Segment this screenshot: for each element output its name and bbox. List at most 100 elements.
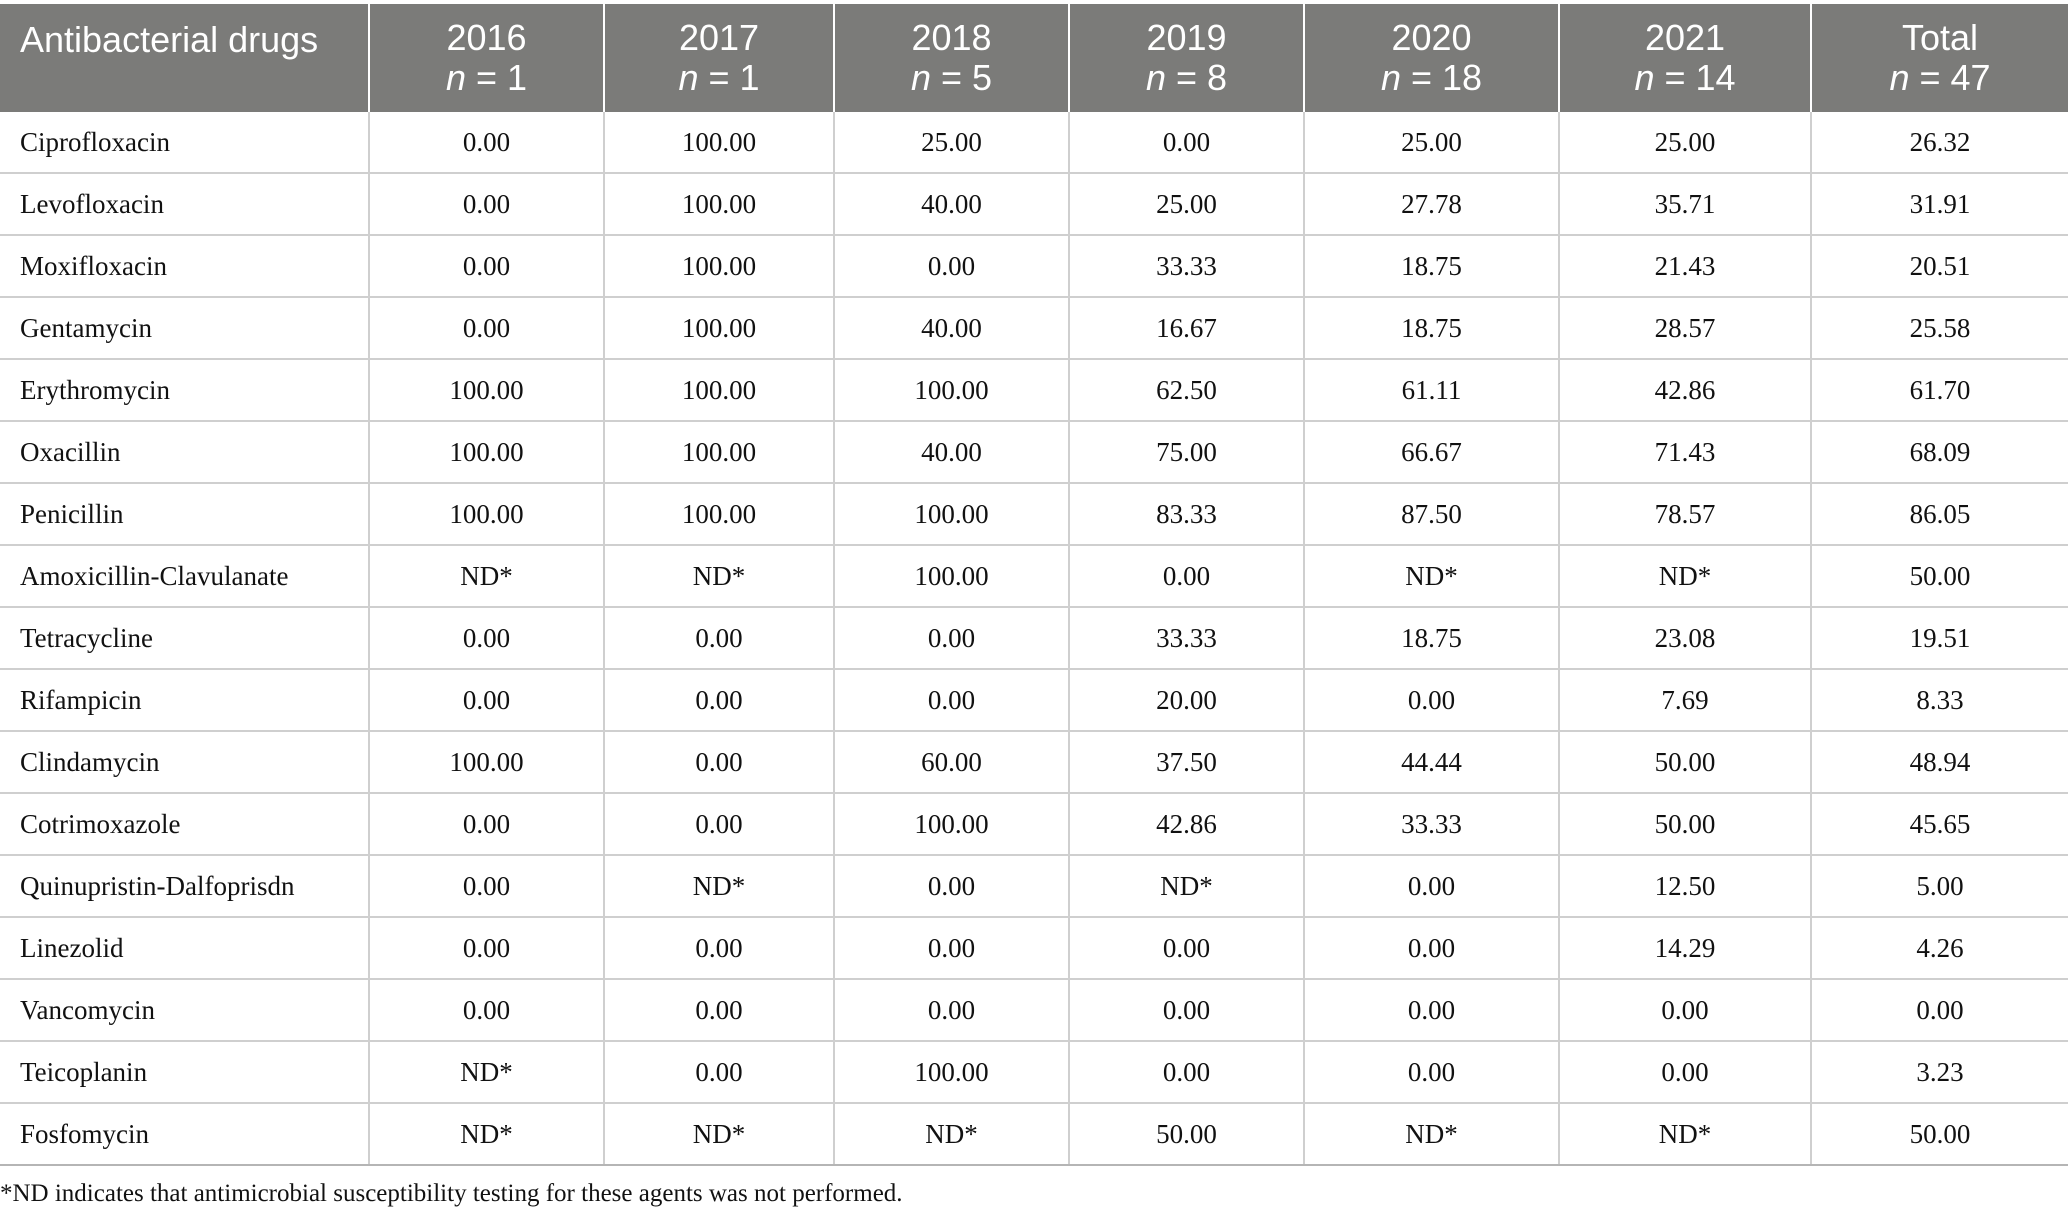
column-header-label: 2019 bbox=[1146, 17, 1227, 58]
resistance-value-cell: 7.69 bbox=[1559, 669, 1812, 732]
column-header-n: n = 18 bbox=[1380, 57, 1483, 98]
resistance-value-cell: 27.78 bbox=[1304, 173, 1560, 236]
table-row: Fosfomycin ND* ND* ND* 50.00 ND* ND* 50.00 bbox=[0, 1103, 2068, 1166]
resistance-value-cell: 50.00 bbox=[1069, 1103, 1305, 1166]
resistance-value-cell: 100.00 bbox=[834, 359, 1070, 422]
drug-name-cell: Ciprofloxacin bbox=[0, 112, 370, 174]
drug-name-cell: Linezolid bbox=[0, 917, 370, 980]
resistance-value-cell: 83.33 bbox=[1069, 483, 1305, 546]
resistance-value-cell: 71.43 bbox=[1559, 421, 1812, 484]
table-row: Linezolid 0.00 0.00 0.00 0.00 0.00 14.29 4.26 bbox=[0, 917, 2068, 980]
resistance-value-cell: 0.00 bbox=[369, 173, 605, 236]
resistance-value-cell: 4.26 bbox=[1811, 917, 2068, 980]
resistance-value-cell: 0.00 bbox=[369, 112, 605, 174]
resistance-value-cell: 45.65 bbox=[1811, 793, 2068, 856]
column-header-label: 2021 bbox=[1644, 17, 1726, 58]
resistance-value-cell: ND* bbox=[369, 1041, 605, 1104]
resistance-value-cell: 20.00 bbox=[1069, 669, 1305, 732]
sample-count: 18 bbox=[1442, 57, 1483, 98]
resistance-value-cell: 100.00 bbox=[834, 545, 1070, 608]
resistance-value-cell: 0.00 bbox=[834, 669, 1070, 732]
column-header-label: 2017 bbox=[678, 17, 760, 58]
column-header-2021: 2021 n = 14 bbox=[1559, 4, 1812, 112]
resistance-value-cell: 3.23 bbox=[1811, 1041, 2068, 1104]
resistance-value-cell: 68.09 bbox=[1811, 421, 2068, 484]
resistance-value-cell: 0.00 bbox=[1811, 979, 2068, 1042]
column-header-drugs: Antibacterial drugs bbox=[0, 4, 370, 112]
table-row: Gentamycin 0.00 100.00 40.00 16.67 18.75 28.57… bbox=[0, 297, 2068, 360]
column-header-n: n = 5 bbox=[910, 57, 993, 98]
drug-name-cell: Levofloxacin bbox=[0, 173, 370, 236]
resistance-value-cell: 0.00 bbox=[369, 979, 605, 1042]
resistance-value-cell: 25.00 bbox=[1559, 112, 1812, 174]
column-header-label: 2018 bbox=[911, 17, 992, 58]
table-row: Rifampicin 0.00 0.00 0.00 20.00 0.00 7.69 8.33 bbox=[0, 669, 2068, 732]
resistance-value-cell: 35.71 bbox=[1559, 173, 1812, 236]
drug-name-cell: Tetracycline bbox=[0, 607, 370, 670]
resistance-value-cell: 0.00 bbox=[604, 917, 835, 980]
resistance-value-cell: 28.57 bbox=[1559, 297, 1812, 360]
resistance-value-cell: 100.00 bbox=[604, 297, 835, 360]
resistance-value-cell: ND* bbox=[604, 1103, 835, 1166]
resistance-value-cell: 8.33 bbox=[1811, 669, 2068, 732]
resistance-value-cell: 100.00 bbox=[604, 173, 835, 236]
column-header-n: n = 8 bbox=[1145, 57, 1228, 98]
table-row: Oxacillin 100.00 100.00 40.00 75.00 66.67 71.4… bbox=[0, 421, 2068, 484]
table-row: Teicoplanin ND* 0.00 100.00 0.00 0.00 0.00 3.23 bbox=[0, 1041, 2068, 1104]
resistance-value-cell: 100.00 bbox=[604, 421, 835, 484]
resistance-value-cell: 31.91 bbox=[1811, 173, 2068, 236]
resistance-value-cell: 0.00 bbox=[369, 855, 605, 918]
resistance-value-cell: 66.67 bbox=[1304, 421, 1560, 484]
resistance-value-cell: 21.43 bbox=[1559, 235, 1812, 298]
resistance-value-cell: 100.00 bbox=[604, 359, 835, 422]
resistance-value-cell: 20.51 bbox=[1811, 235, 2068, 298]
resistance-value-cell: 0.00 bbox=[604, 607, 835, 670]
resistance-value-cell: 0.00 bbox=[1069, 917, 1305, 980]
resistance-value-cell: 0.00 bbox=[369, 607, 605, 670]
resistance-value-cell: 0.00 bbox=[369, 917, 605, 980]
resistance-value-cell: 0.00 bbox=[834, 855, 1070, 918]
table-footnote: *ND indicates that antimicrobial suscept… bbox=[0, 1180, 903, 1207]
susceptibility-table-container: Antibacterial drugs 2016 n = 1 2017 n = … bbox=[0, 4, 2068, 1208]
resistance-value-cell: 0.00 bbox=[834, 917, 1070, 980]
resistance-value-cell: 14.29 bbox=[1559, 917, 1812, 980]
resistance-value-cell: 33.33 bbox=[1304, 793, 1560, 856]
resistance-value-cell: 50.00 bbox=[1811, 545, 2068, 608]
antibacterial-susceptibility-table: Antibacterial drugs 2016 n = 1 2017 n = … bbox=[0, 4, 2068, 1166]
resistance-value-cell: 62.50 bbox=[1069, 359, 1305, 422]
resistance-value-cell: 100.00 bbox=[604, 483, 835, 546]
resistance-value-cell: 87.50 bbox=[1304, 483, 1560, 546]
resistance-value-cell: 61.70 bbox=[1811, 359, 2068, 422]
resistance-value-cell: 37.50 bbox=[1069, 731, 1305, 794]
drug-name-cell: Gentamycin bbox=[0, 297, 370, 360]
resistance-value-cell: 60.00 bbox=[834, 731, 1070, 794]
drug-name-cell: Teicoplanin bbox=[0, 1041, 370, 1104]
resistance-value-cell: 40.00 bbox=[834, 173, 1070, 236]
resistance-value-cell: 78.57 bbox=[1559, 483, 1812, 546]
column-header-2020: 2020 n = 18 bbox=[1304, 4, 1560, 112]
column-header-label: 2020 bbox=[1391, 17, 1472, 58]
resistance-value-cell: ND* bbox=[369, 1103, 605, 1166]
resistance-value-cell: 0.00 bbox=[1069, 979, 1305, 1042]
resistance-value-cell: 0.00 bbox=[604, 731, 835, 794]
resistance-value-cell: 26.32 bbox=[1811, 112, 2068, 174]
resistance-value-cell: 100.00 bbox=[604, 112, 835, 174]
drug-name-cell: Cotrimoxazole bbox=[0, 793, 370, 856]
resistance-value-cell: 0.00 bbox=[1069, 1041, 1305, 1104]
resistance-value-cell: ND* bbox=[1304, 1103, 1560, 1166]
resistance-value-cell: 0.00 bbox=[834, 235, 1070, 298]
resistance-value-cell: 50.00 bbox=[1559, 731, 1812, 794]
table-header: Antibacterial drugs 2016 n = 1 2017 n = … bbox=[0, 4, 2068, 112]
sample-count: 8 bbox=[1207, 57, 1228, 98]
column-header-total: Total n = 47 bbox=[1811, 4, 2068, 112]
resistance-value-cell: 18.75 bbox=[1304, 607, 1560, 670]
resistance-value-cell: 0.00 bbox=[1304, 979, 1560, 1042]
resistance-value-cell: 0.00 bbox=[1069, 112, 1305, 174]
sample-count: 14 bbox=[1695, 57, 1736, 98]
resistance-value-cell: 100.00 bbox=[369, 421, 605, 484]
resistance-value-cell: 0.00 bbox=[369, 669, 605, 732]
column-header-n: n = 47 bbox=[1889, 57, 1991, 98]
resistance-value-cell: 33.33 bbox=[1069, 235, 1305, 298]
column-header-n: n = 1 bbox=[678, 57, 760, 98]
resistance-value-cell: 42.86 bbox=[1559, 359, 1812, 422]
